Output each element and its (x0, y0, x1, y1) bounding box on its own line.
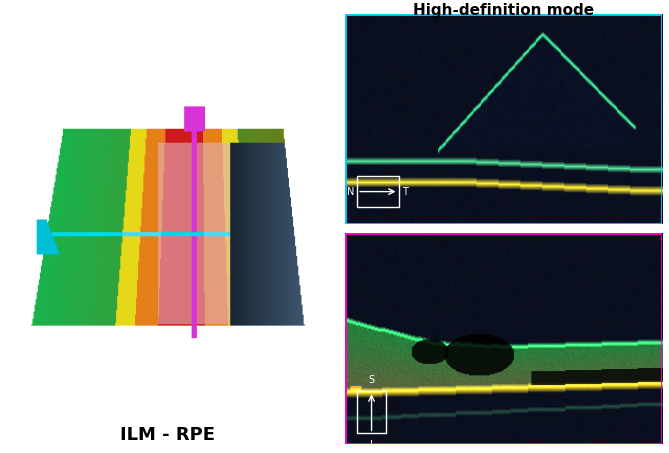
Text: S: S (369, 375, 375, 385)
Text: High-definition mode: High-definition mode (413, 3, 594, 18)
Text: ILM - RPE: ILM - RPE (120, 426, 215, 444)
Text: N: N (347, 187, 354, 197)
Bar (345, 14, 662, 224)
Bar (357, 176, 399, 207)
Bar (345, 233, 662, 444)
Text: T: T (401, 187, 407, 197)
Bar (357, 391, 386, 434)
Text: I: I (370, 440, 373, 450)
